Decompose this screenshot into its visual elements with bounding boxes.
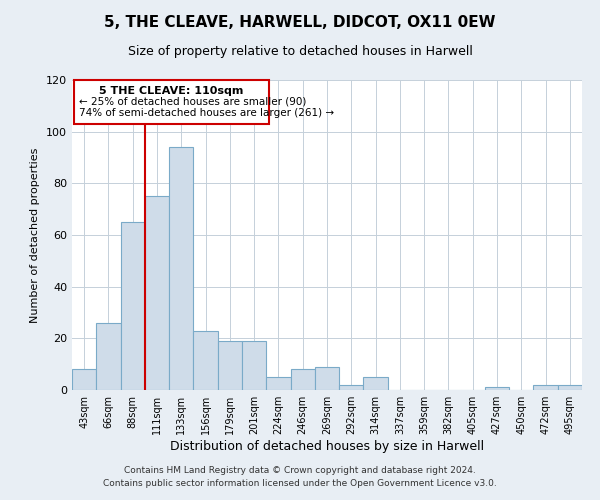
Text: Contains HM Land Registry data © Crown copyright and database right 2024.
Contai: Contains HM Land Registry data © Crown c…: [103, 466, 497, 487]
Bar: [485, 388, 509, 390]
Bar: [193, 330, 218, 390]
FancyBboxPatch shape: [74, 80, 269, 124]
Bar: [121, 222, 145, 390]
Bar: [364, 377, 388, 390]
Text: ← 25% of detached houses are smaller (90): ← 25% of detached houses are smaller (90…: [79, 97, 307, 107]
Text: 74% of semi-detached houses are larger (261) →: 74% of semi-detached houses are larger (…: [79, 108, 334, 118]
Text: 5, THE CLEAVE, HARWELL, DIDCOT, OX11 0EW: 5, THE CLEAVE, HARWELL, DIDCOT, OX11 0EW: [104, 15, 496, 30]
Bar: [558, 385, 582, 390]
Bar: [290, 370, 315, 390]
Bar: [72, 370, 96, 390]
Bar: [169, 147, 193, 390]
X-axis label: Distribution of detached houses by size in Harwell: Distribution of detached houses by size …: [170, 440, 484, 453]
Bar: [145, 196, 169, 390]
Bar: [96, 323, 121, 390]
Bar: [242, 341, 266, 390]
Y-axis label: Number of detached properties: Number of detached properties: [31, 148, 40, 322]
Bar: [533, 385, 558, 390]
Bar: [266, 377, 290, 390]
Bar: [315, 367, 339, 390]
Text: Size of property relative to detached houses in Harwell: Size of property relative to detached ho…: [128, 45, 472, 58]
Bar: [218, 341, 242, 390]
Text: 5 THE CLEAVE: 110sqm: 5 THE CLEAVE: 110sqm: [100, 86, 244, 97]
Bar: [339, 385, 364, 390]
